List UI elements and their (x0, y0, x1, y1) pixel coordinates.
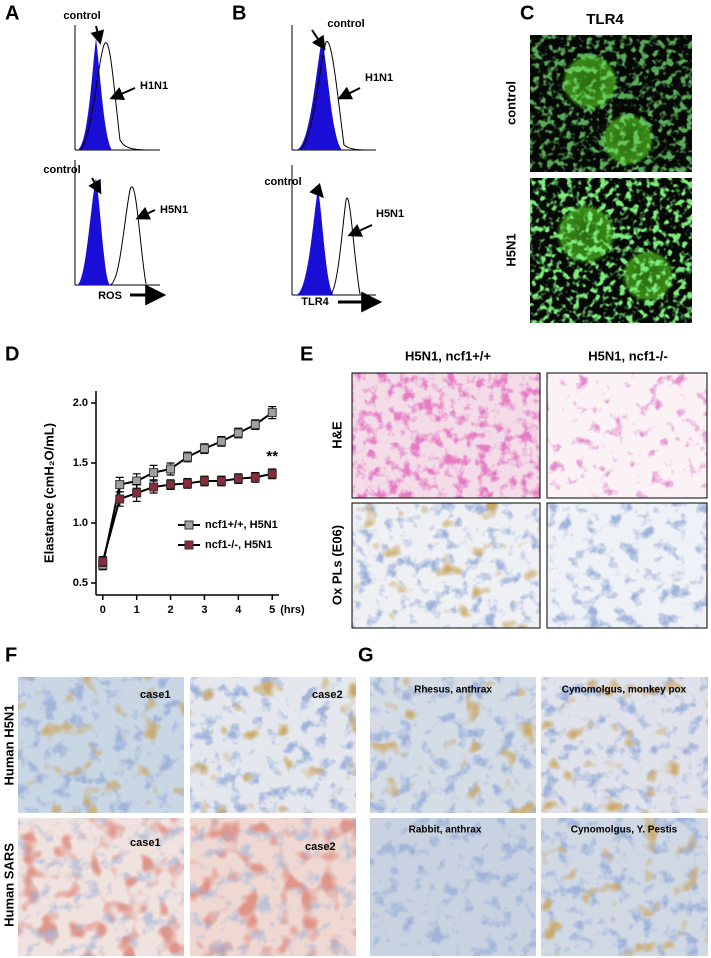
marker (183, 478, 192, 488)
marker (166, 480, 176, 490)
marker (250, 420, 260, 430)
x-tick-label: 5 (269, 604, 275, 616)
micrograph (18, 677, 356, 956)
marker (216, 476, 226, 486)
annotation: ** (266, 448, 278, 465)
histogram-label: H5N1 (160, 204, 188, 216)
legend-label: ncf1+/+, H5N1 (205, 519, 278, 531)
y-axis-label: Elastance (cmH₂O/mL) (41, 423, 56, 563)
y-tick-label: 2.0 (73, 397, 88, 409)
micrograph (530, 35, 692, 323)
x-tick-label: 0 (100, 604, 106, 616)
histogram (291, 25, 383, 313)
marker (233, 428, 243, 438)
x-tick-label: 3 (201, 604, 207, 616)
axis-label: TLR4 (301, 296, 329, 308)
image-caption: case1 (140, 689, 171, 701)
row-label: H5N1 (503, 233, 518, 266)
histogram-label: H1N1 (140, 80, 168, 92)
line-chart: 0.5 1.0 1.5 2.0 0 1 2 3 4 5 (hrs) Elastance (cmH₂O/… (41, 391, 305, 616)
micrograph (351, 372, 708, 629)
panel-letter: G (358, 644, 374, 666)
panel-letter: D (5, 343, 19, 365)
x-tick-label: 4 (235, 604, 242, 616)
histogram-label: H1N1 (365, 72, 393, 84)
image-caption: case2 (312, 689, 343, 701)
axis-label: ROS (98, 290, 122, 302)
image-caption: Cynomolgus, Y. Pestis (571, 825, 678, 836)
marker (149, 468, 159, 478)
micrograph (370, 677, 708, 956)
marker (267, 408, 277, 418)
marker (115, 494, 125, 504)
column-header: H5N1, ncf1-/- (588, 348, 667, 363)
histogram-label: control (327, 18, 364, 30)
row-label: Human SARS (1, 843, 16, 927)
marker (115, 480, 125, 490)
marker (199, 476, 209, 486)
panel-letter: C (520, 2, 534, 24)
row-label: H&E (329, 421, 344, 449)
marker (216, 436, 226, 446)
legend-marker (184, 520, 194, 530)
panel-title: TLR4 (586, 11, 624, 28)
marker (233, 474, 243, 484)
row-label: Ox PLs (E06) (329, 525, 344, 605)
histogram (74, 25, 167, 306)
histogram-label: control (264, 176, 301, 188)
x-tick-label: 1 (134, 604, 140, 616)
marker (267, 469, 277, 479)
histogram-label: control (63, 10, 100, 22)
image-caption: case2 (305, 841, 336, 853)
panel-letter: B (232, 2, 246, 24)
image-caption: Cynomolgus, monkey pox (562, 685, 687, 696)
marker (199, 444, 209, 454)
marker (166, 464, 176, 474)
x-tick-label: 2 (167, 604, 173, 616)
column-header: H5N1, ncf1+/+ (405, 348, 491, 363)
image-caption: case1 (130, 837, 161, 849)
y-tick-label: 1.5 (73, 457, 88, 469)
marker (98, 556, 108, 566)
y-tick-label: 0.5 (73, 577, 88, 589)
marker (250, 472, 260, 482)
panel-letter: E (300, 343, 313, 365)
image-caption: Rabbit, anthrax (409, 825, 482, 836)
row-label: Human H5N1 (1, 705, 16, 786)
x-axis-label: (hrs) (280, 604, 305, 616)
panel-letter: F (5, 644, 17, 666)
y-tick-label: 1.0 (73, 517, 88, 529)
marker (132, 488, 142, 498)
histogram-label: control (43, 164, 80, 176)
marker (149, 482, 159, 492)
marker (183, 452, 192, 462)
image-caption: Rhesus, anthrax (414, 685, 492, 696)
row-label: control (503, 81, 518, 125)
legend-label: ncf1-/-, H5N1 (205, 539, 272, 551)
panel-letter: A (5, 2, 19, 24)
legend-marker (184, 540, 194, 550)
histogram-label: H5N1 (376, 208, 404, 220)
marker (132, 476, 142, 486)
